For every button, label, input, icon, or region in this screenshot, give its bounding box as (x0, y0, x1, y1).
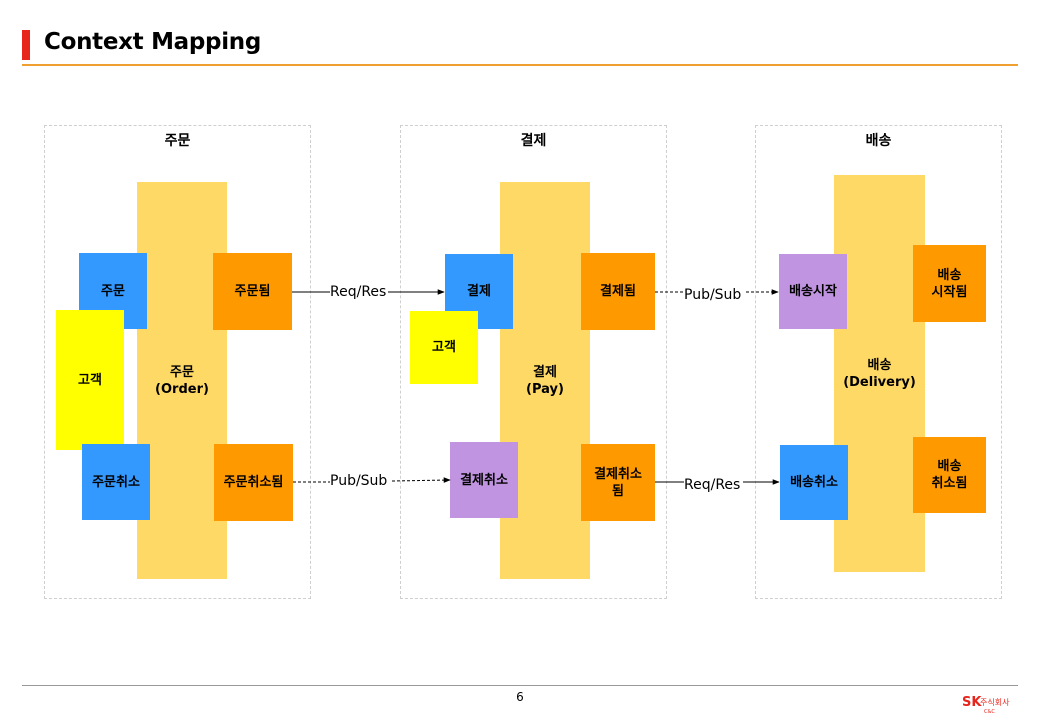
event-order-cancelled: 주문취소됨 (214, 444, 293, 521)
title-underline (22, 64, 1018, 66)
aggregate-order-name: 주문 (170, 364, 194, 380)
context-order (44, 125, 311, 599)
sk-logo: SK (962, 695, 982, 710)
event-pay-cancelled-line2: 됨 (612, 483, 624, 499)
label-order-pay-pubsub: Pub/Sub (330, 473, 388, 489)
aggregate-pay-name: 결제 (533, 364, 557, 380)
aggregate-pay-en: (Pay) (526, 381, 564, 397)
context-order-label: 주문 (164, 133, 191, 149)
command-delivery-cancel: 배송취소 (780, 445, 848, 520)
event-delivery-cancelled-line2: 취소됨 (931, 476, 968, 491)
actor-customer-pay: 고객 (410, 311, 478, 384)
aggregate-delivery-en: (Delivery) (843, 374, 916, 390)
aggregate-delivery: 배송 (Delivery) (834, 175, 925, 572)
arrow-order-pay-pubsub-head (391, 477, 451, 483)
title-accent-bar (22, 30, 30, 60)
slide-title: Context Mapping (44, 29, 262, 55)
event-delivery-started-line2: 시작됨 (931, 284, 968, 300)
sk-logo-sub: 주식회사 (980, 698, 1010, 707)
page-number: 6 (516, 690, 524, 704)
actor-customer-order: 고객 (56, 310, 124, 450)
context-pay (400, 125, 667, 599)
label-pay-delivery-pubsub: Pub/Sub (684, 287, 742, 303)
aggregate-order-en: (Order) (155, 381, 209, 397)
event-delivery-started-line1: 배송 (937, 267, 962, 283)
context-delivery-label: 배송 (865, 133, 892, 149)
event-pay-cancelled: 결제취소 됨 (581, 444, 655, 521)
command-order-cancel: 주문취소 (82, 444, 150, 520)
label-pay-delivery-reqres: Req/Res (684, 477, 741, 493)
policy-delivery-start: 배송시작 (779, 254, 847, 329)
event-paid: 결제됨 (581, 253, 655, 330)
sk-logo-sub2: C&C (984, 709, 995, 715)
event-delivery-cancelled-line1: 배송 (937, 459, 962, 474)
event-pay-cancelled-line1: 결제취소 (594, 466, 642, 482)
policy-pay-cancel: 결제취소 (450, 442, 518, 518)
aggregate-order: 주문 (Order) (137, 182, 227, 579)
footer-divider (22, 685, 1018, 686)
aggregate-delivery-name: 배송 (867, 357, 892, 373)
label-order-pay-reqres: Req/Res (330, 284, 387, 300)
event-ordered: 주문됨 (213, 253, 292, 330)
context-delivery (755, 125, 1002, 599)
context-pay-label: 결제 (520, 133, 547, 149)
event-delivery-started: 배송 시작됨 (913, 245, 986, 322)
